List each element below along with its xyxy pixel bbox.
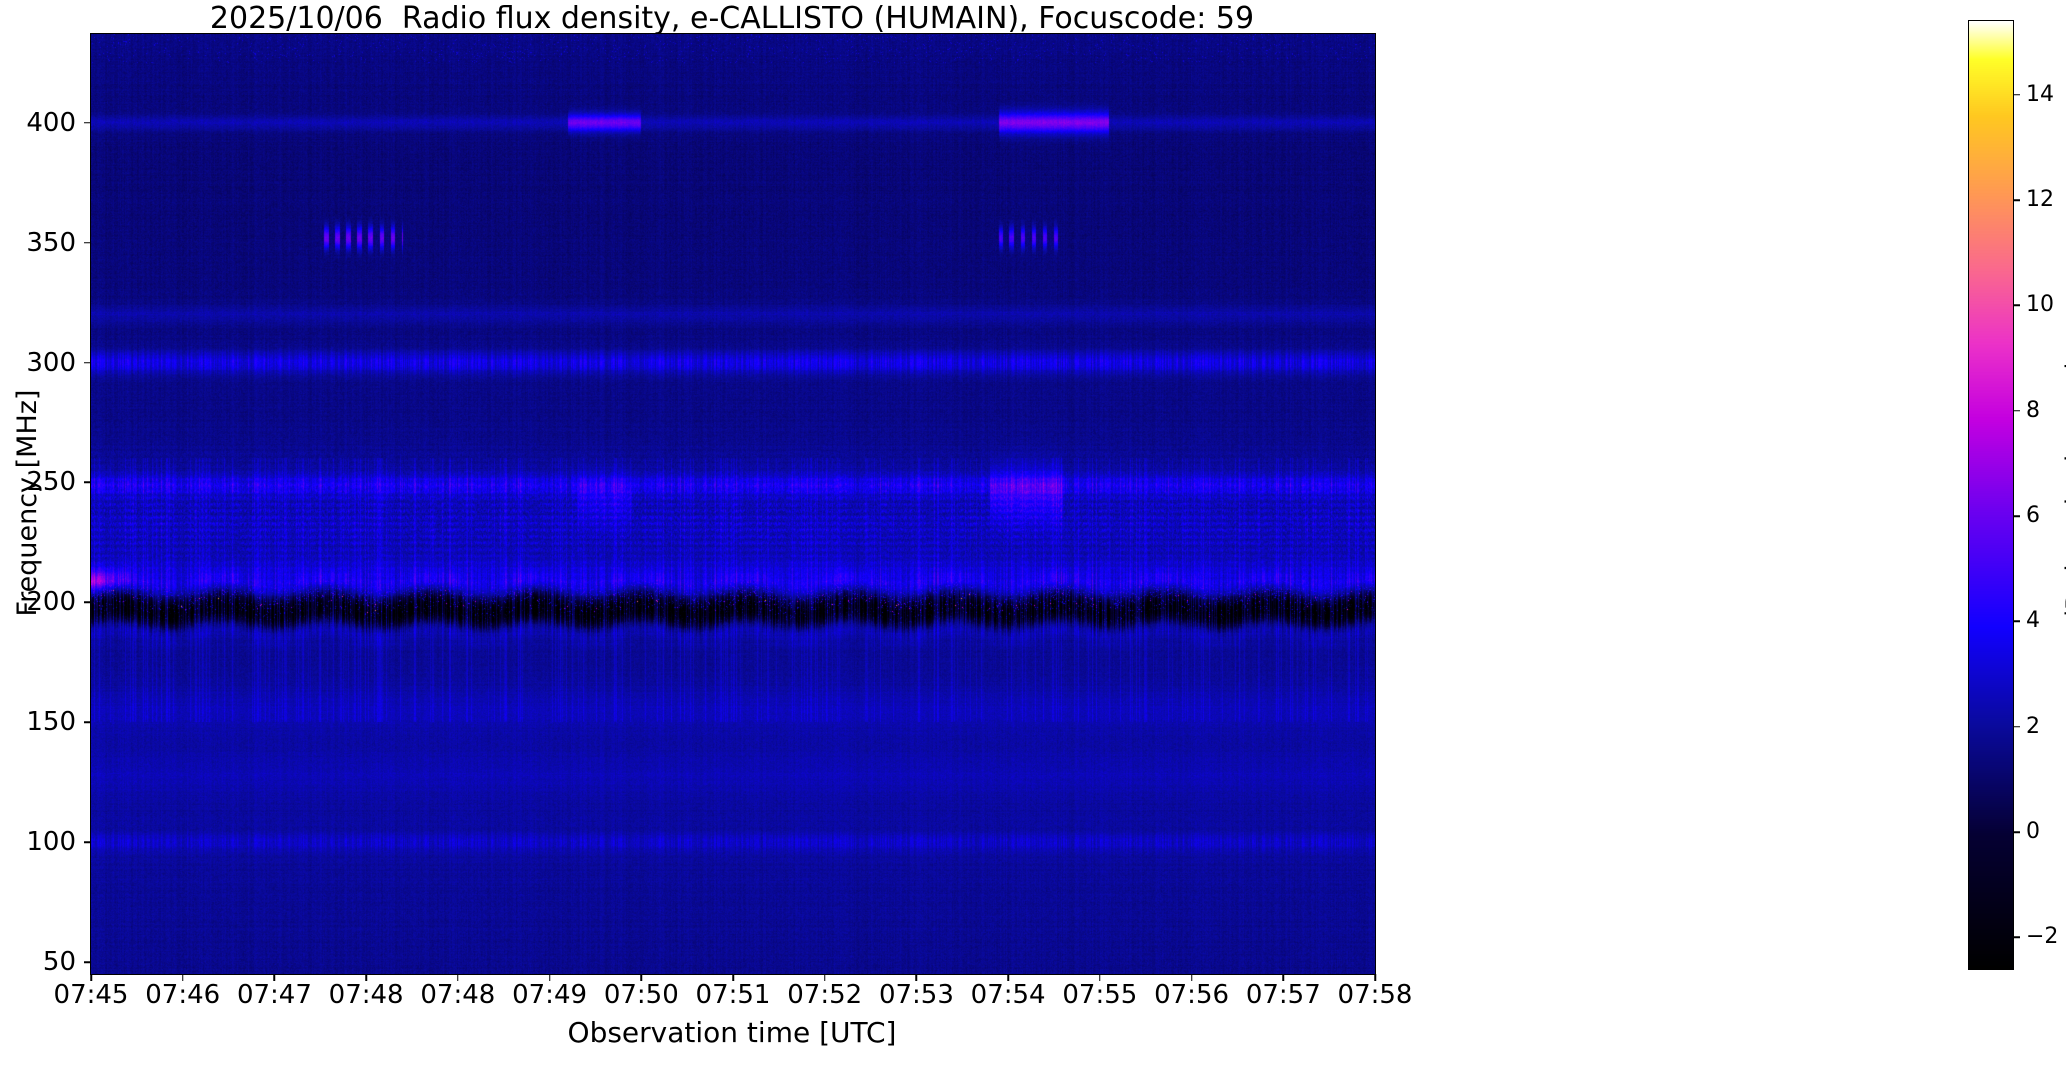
colorbar-tick-mark bbox=[2013, 936, 2020, 939]
x-tick-label: 07:48 bbox=[328, 980, 404, 1010]
x-tick-label: 07:56 bbox=[1154, 980, 1230, 1010]
page-title: 2025/10/06 Radio flux density, e-CALLIST… bbox=[209, 1, 1255, 36]
y-tick-label: 150 bbox=[26, 707, 76, 738]
x-tick-label: 07:48 bbox=[420, 980, 496, 1010]
x-tick-mark bbox=[273, 974, 276, 981]
colorbar-tick-label: 8 bbox=[2026, 397, 2040, 423]
spectrogram-plot-area[interactable] bbox=[90, 33, 1376, 975]
x-tick-mark bbox=[457, 974, 459, 981]
x-tick-mark bbox=[732, 974, 734, 981]
colorbar-tick-mark bbox=[2013, 304, 2020, 307]
colorbar-tick-mark bbox=[2013, 199, 2020, 201]
x-tick-mark bbox=[90, 974, 92, 981]
y-tick-mark bbox=[84, 961, 91, 963]
y-tick-mark bbox=[84, 241, 91, 244]
y-tick-label: 100 bbox=[26, 827, 76, 858]
x-tick-mark bbox=[365, 974, 367, 981]
y-tick-label: 50 bbox=[42, 947, 76, 977]
colorbar-tick-mark bbox=[2013, 409, 2020, 412]
spectrogram-image[interactable] bbox=[91, 34, 1375, 974]
colorbar[interactable] bbox=[1968, 20, 2014, 970]
y-tick-mark bbox=[84, 481, 91, 484]
y-tick-label: 400 bbox=[26, 107, 76, 138]
y-tick-label: 250 bbox=[26, 467, 76, 498]
y-tick-mark bbox=[84, 841, 91, 843]
colorbar-tick-label: 0 bbox=[2026, 819, 2040, 845]
x-tick-label: 07:46 bbox=[145, 980, 221, 1010]
x-tick-label: 07:51 bbox=[695, 980, 771, 1010]
x-tick-label: 07:49 bbox=[512, 980, 588, 1010]
x-tick-label: 07:47 bbox=[236, 980, 312, 1010]
x-tick-mark bbox=[1007, 974, 1009, 981]
x-tick-mark bbox=[181, 974, 184, 981]
colorbar-tick-label: −2 bbox=[2026, 924, 2059, 950]
x-tick-mark bbox=[640, 974, 643, 981]
x-tick-label: 07:58 bbox=[1337, 980, 1413, 1010]
y-tick-mark bbox=[84, 601, 91, 604]
x-tick-label: 07:45 bbox=[53, 980, 129, 1010]
x-axis-label: Observation time [UTC] bbox=[567, 1016, 897, 1049]
x-tick-label: 07:52 bbox=[787, 980, 863, 1010]
y-tick-label: 200 bbox=[26, 587, 76, 618]
colorbar-tick-mark bbox=[2013, 93, 2020, 96]
x-tick-label: 07:57 bbox=[1245, 980, 1321, 1010]
x-tick-mark bbox=[548, 974, 551, 981]
y-tick-mark bbox=[84, 361, 91, 364]
colorbar-tick-mark bbox=[2013, 620, 2020, 623]
colorbar-tick-mark bbox=[2013, 831, 2020, 833]
x-tick-label: 07:53 bbox=[878, 980, 954, 1010]
x-tick-label: 07:55 bbox=[1062, 980, 1138, 1010]
x-tick-mark bbox=[823, 974, 826, 981]
colorbar-label: dB above background bbox=[2061, 362, 2066, 626]
colorbar-tick-label: 6 bbox=[2026, 503, 2040, 529]
x-tick-mark bbox=[1190, 974, 1193, 981]
colorbar-tick-mark bbox=[2013, 515, 2020, 517]
colorbar-tick-label: 14 bbox=[2026, 81, 2054, 107]
colorbar-tick-label: 12 bbox=[2026, 187, 2054, 213]
colorbar-tick-label: 4 bbox=[2026, 608, 2040, 634]
x-tick-mark bbox=[1282, 974, 1285, 981]
y-tick-mark bbox=[84, 721, 91, 723]
x-tick-mark bbox=[915, 974, 918, 981]
x-tick-label: 07:50 bbox=[603, 980, 679, 1010]
x-tick-label: 07:54 bbox=[970, 980, 1046, 1010]
y-tick-mark bbox=[84, 121, 91, 124]
colorbar-gradient bbox=[1969, 21, 2013, 969]
y-tick-label: 300 bbox=[26, 347, 76, 378]
x-tick-mark bbox=[1099, 974, 1101, 981]
x-tick-mark bbox=[1374, 974, 1376, 981]
y-tick-label: 350 bbox=[26, 227, 76, 258]
colorbar-tick-label: 2 bbox=[2026, 713, 2040, 739]
colorbar-tick-label: 10 bbox=[2026, 292, 2054, 318]
colorbar-tick-mark bbox=[2013, 725, 2020, 728]
